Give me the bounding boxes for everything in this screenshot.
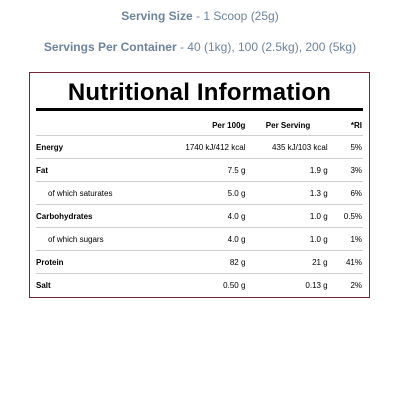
nutrient-name: of which saturates — [36, 181, 163, 205]
value-per-serving: 1.3 g — [248, 181, 330, 205]
value-ri: 0.5% — [329, 204, 363, 228]
value-per-100g: 5.0 g — [162, 181, 249, 205]
value-ri: 3% — [329, 158, 363, 182]
value-ri: 2% — [350, 280, 362, 290]
table-row-fat: Fat 7.5 g 1.9 g 3% — [36, 158, 363, 182]
value-per-serving: 435 kJ/103 kcal — [248, 135, 330, 159]
value-per-serving: 1.0 g — [248, 227, 330, 251]
table-row-saturates: of which saturates 5.0 g 1.3 g 6% — [36, 181, 363, 205]
value-per-100g: 0.50 g — [223, 280, 246, 290]
nutrient-name: Protein — [36, 250, 163, 274]
value-ri: 41% — [329, 250, 363, 274]
value-per-100g: 82 g — [162, 250, 249, 274]
value-per-100g: 1740 kJ/412 kcal — [162, 135, 249, 159]
nutrient-name: Fat — [36, 158, 163, 182]
value-per-serving: 1.0 g — [248, 204, 330, 228]
panel-title: Nutritional Information — [67, 79, 332, 106]
table-row-sugars: of which sugars 4.0 g 1.0 g 1% — [36, 227, 363, 251]
header-per-serving: Per Serving — [248, 115, 330, 136]
value-per-100g: 4.0 g — [162, 227, 249, 251]
servings-per-container-value: - 40 (1kg), 100 (2.5kg), 200 (5kg) — [176, 40, 357, 54]
nutrition-table: Per 100g Per Serving *RI Energy 1740 kJ/… — [36, 115, 363, 296]
header-per-100g: Per 100g — [162, 115, 249, 136]
value-per-100g: 4.0 g — [162, 204, 249, 228]
table-row-energy: Energy 1740 kJ/412 kcal 435 kJ/103 kcal … — [36, 135, 363, 159]
nutrient-name: Energy — [36, 135, 163, 159]
value-per-serving: 1.9 g — [248, 158, 330, 182]
value-ri: 5% — [329, 135, 363, 159]
table-row-protein: Protein 82 g 21 g 41% — [36, 250, 363, 274]
serving-size-line: Serving Size - 1 Scoop (25g) — [0, 9, 400, 23]
header-nutrient — [36, 115, 163, 136]
nutrient-name: of which sugars — [36, 227, 163, 251]
servings-per-container-line: Servings Per Container - 40 (1kg), 100 (… — [0, 40, 400, 54]
header-ri: *RI — [329, 115, 363, 136]
nutrient-name: Carbohydrates — [36, 204, 163, 228]
serving-size-label: Serving Size — [121, 9, 193, 23]
table-row-carbohydrates: Carbohydrates 4.0 g 1.0 g 0.5% — [36, 204, 363, 228]
value-per-serving: 21 g — [248, 250, 330, 274]
table-row-salt: Salt 0.50 g 0.13 g 2% — [36, 274, 363, 297]
value-ri: 1% — [329, 227, 363, 251]
nutrient-name: Salt — [36, 280, 51, 290]
value-per-100g: 7.5 g — [162, 158, 249, 182]
value-ri: 6% — [329, 181, 363, 205]
table-header-row: Per 100g Per Serving *RI — [36, 115, 363, 136]
servings-per-container-label: Servings Per Container — [43, 40, 177, 54]
nutrition-panel: Nutritional Information Per 100g Per Ser… — [29, 72, 370, 298]
serving-size-value: - 1 Scoop (25g) — [192, 9, 279, 23]
value-per-serving: 0.13 g — [305, 280, 328, 290]
title-divider — [36, 108, 363, 111]
